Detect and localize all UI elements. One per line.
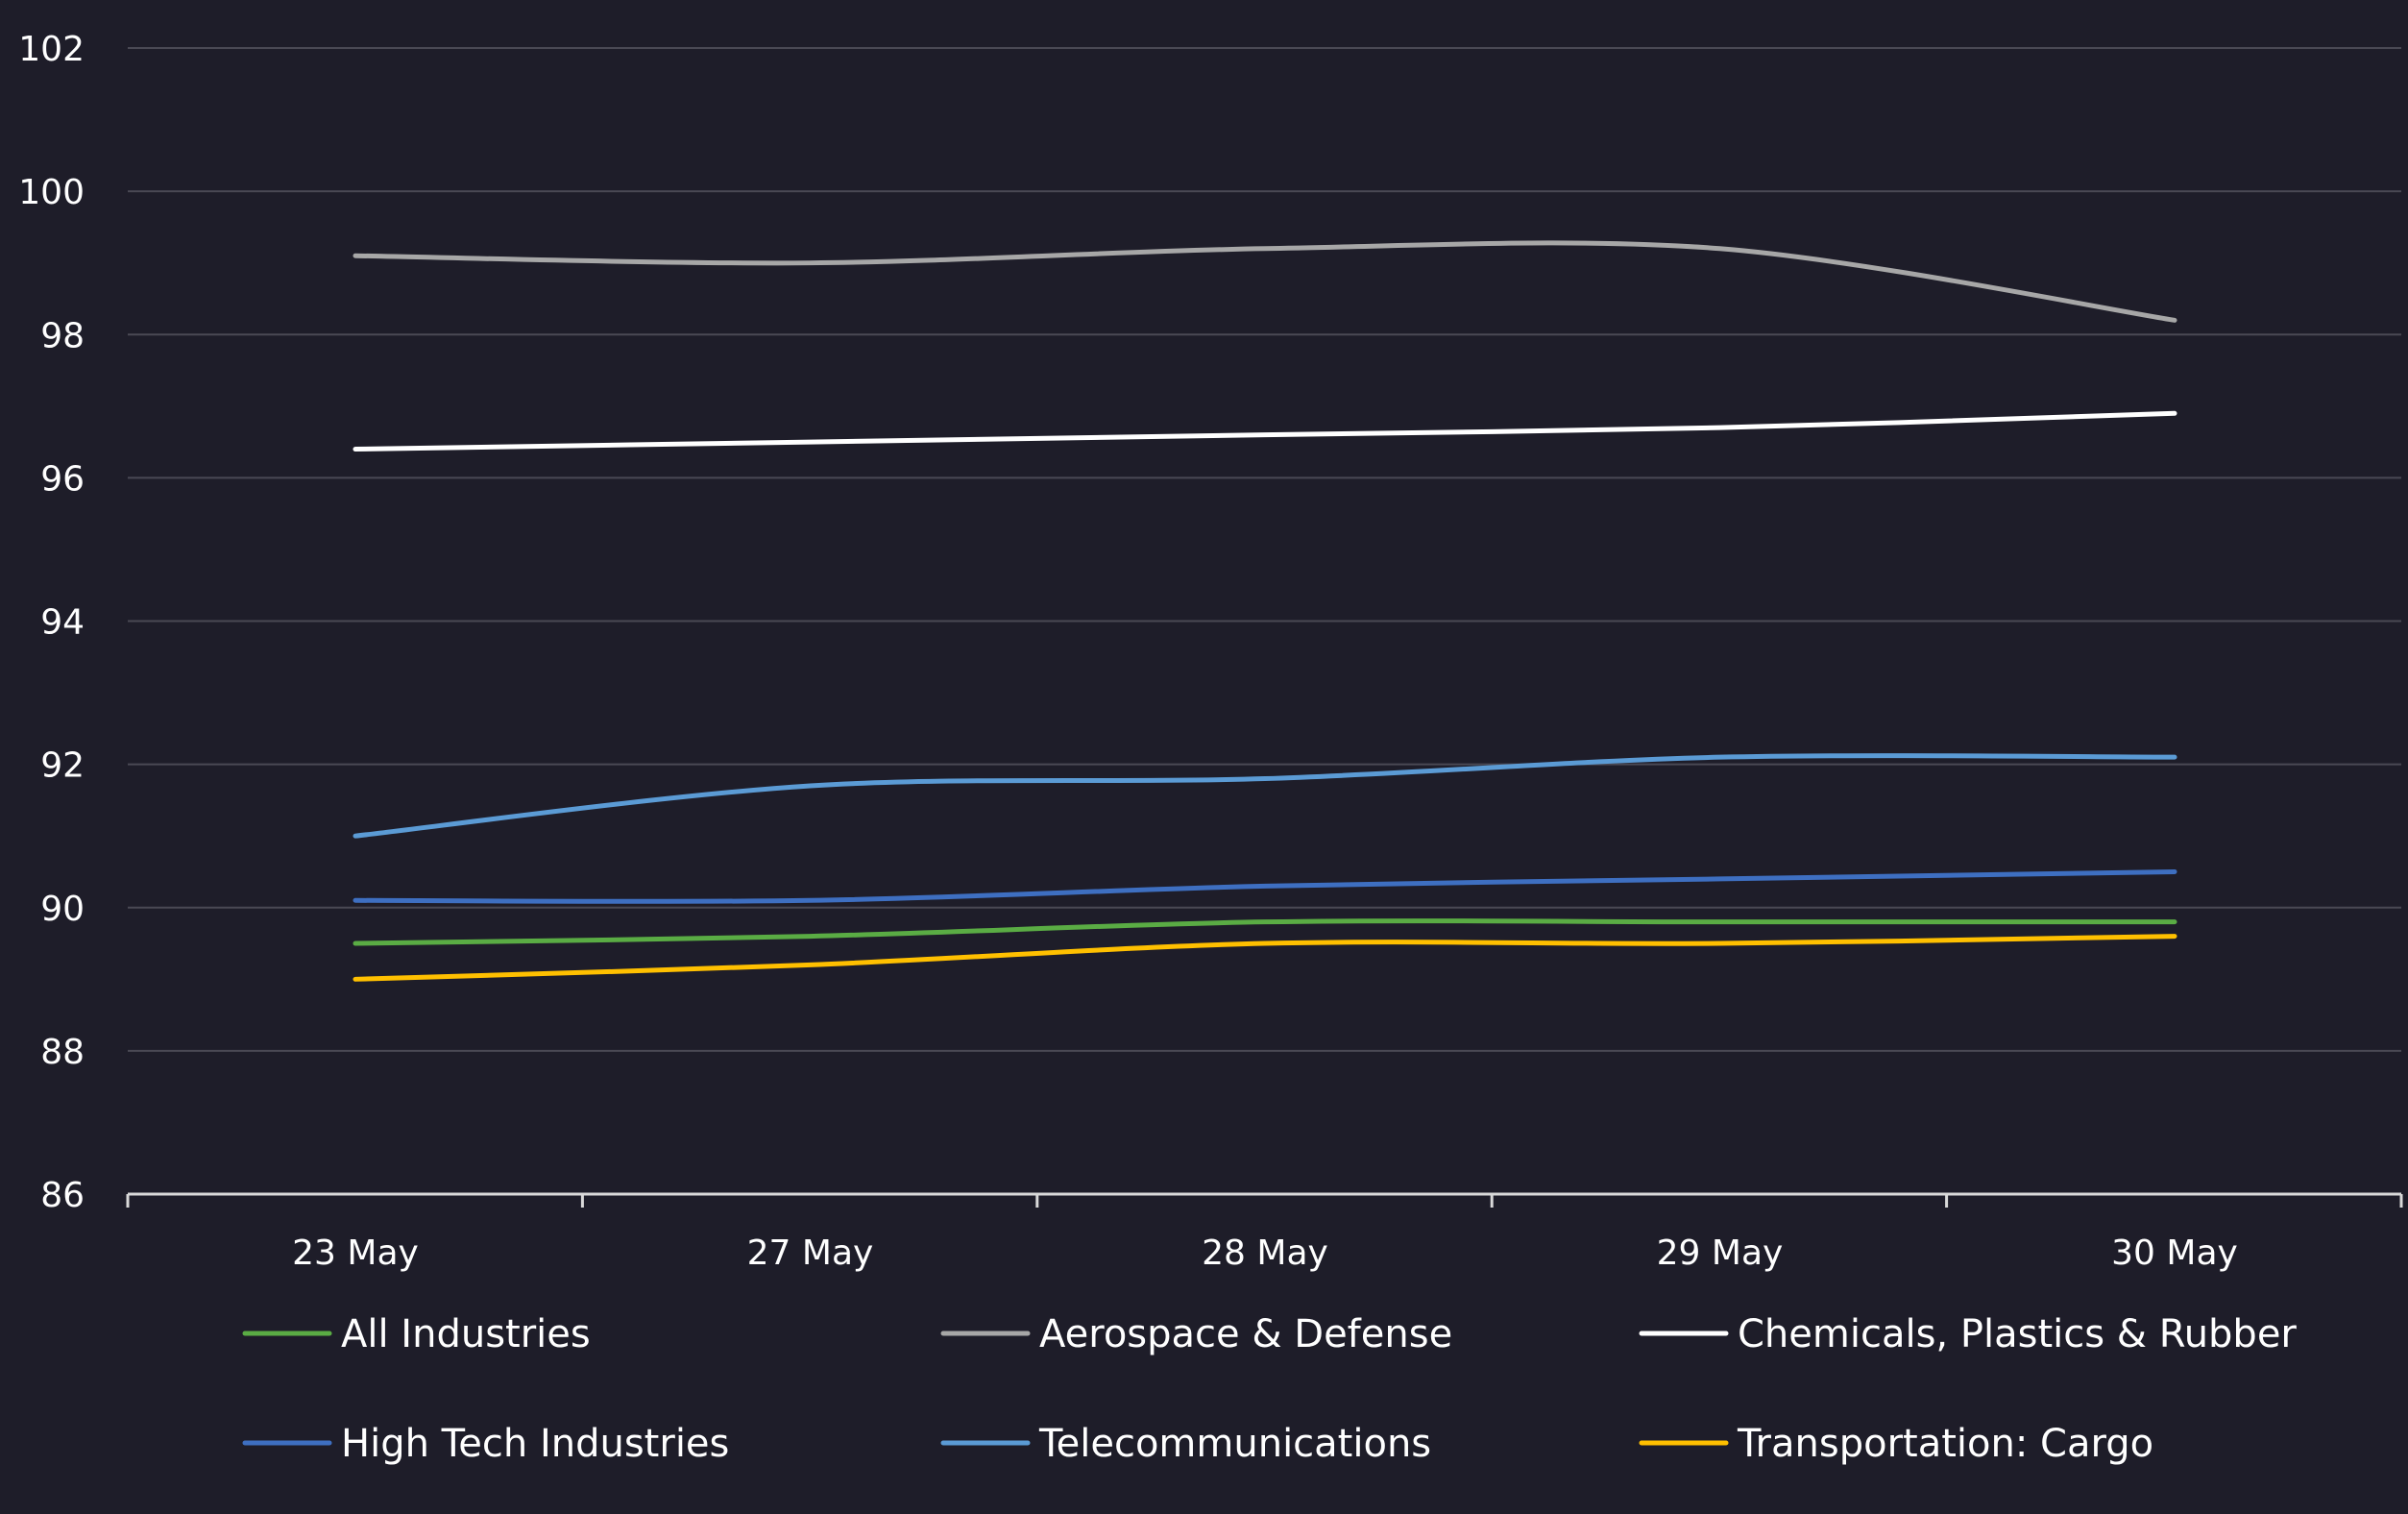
axes xyxy=(126,1192,2403,1208)
legend-label-4: Telecommunications xyxy=(1038,1422,1431,1466)
y-tick-label: 92 xyxy=(40,746,85,786)
series-line-2 xyxy=(353,410,2177,452)
legend-label-1: Aerospace & Defense xyxy=(1039,1312,1452,1356)
y-tick-label: 86 xyxy=(40,1176,85,1215)
series-line-4 xyxy=(353,753,2177,839)
y-tick-label: 88 xyxy=(40,1033,85,1072)
legend-label-0: All Industries xyxy=(341,1312,591,1356)
gridlines xyxy=(128,47,2401,1052)
y-tick-label: 102 xyxy=(18,30,85,69)
y-tick-label: 94 xyxy=(40,603,85,643)
legend-label-5: Transportation: Cargo xyxy=(1737,1422,2153,1466)
x-tick-label: 29 May xyxy=(1657,1233,1784,1273)
legend-label-3: High Tech Industries xyxy=(341,1422,729,1466)
series-line-0 xyxy=(353,918,2177,946)
y-tick-label: 90 xyxy=(40,890,85,929)
x-axis-ticks: 23 May 27 May 28 May 29 May 30 May xyxy=(292,1233,2238,1273)
x-tick-label: 30 May xyxy=(2111,1233,2238,1273)
x-tick-label: 28 May xyxy=(1202,1233,1328,1273)
series-line-1 xyxy=(353,240,2177,323)
series-lines xyxy=(353,240,2177,982)
x-tick-label: 23 May xyxy=(292,1233,419,1273)
series-line-3 xyxy=(353,868,2177,904)
x-tick-label: 27 May xyxy=(747,1233,874,1273)
y-tick-label: 96 xyxy=(40,459,85,499)
legend: All Industries Aerospace & Defense Chemica… xyxy=(242,1312,2297,1466)
legend-label-2: Chemicals, Plastics & Rubber xyxy=(1738,1312,2297,1356)
y-tick-label: 98 xyxy=(40,316,85,355)
y-tick-label: 100 xyxy=(18,173,85,212)
y-axis-ticks: 86 88 90 92 94 96 98 100 102 xyxy=(18,30,85,1215)
series-line-5 xyxy=(353,934,2177,982)
